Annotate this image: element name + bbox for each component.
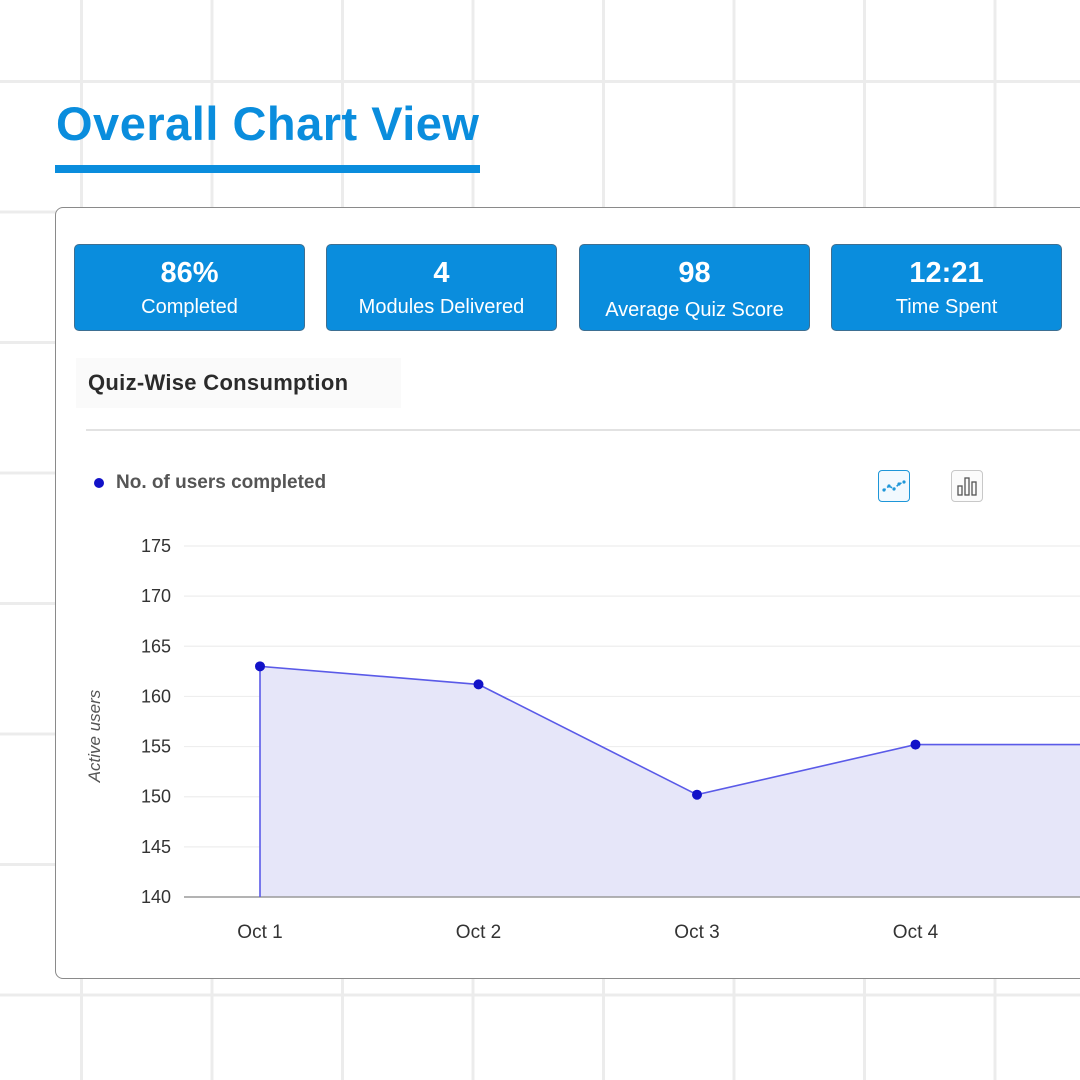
stat-value: 98 [678, 257, 711, 289]
y-tick-label: 145 [141, 837, 171, 857]
dashboard-card: 86% Completed 4 Modules Delivered 98 Ave… [55, 207, 1080, 979]
line-chart-toggle-button[interactable] [878, 470, 910, 502]
y-tick-label: 170 [141, 586, 171, 606]
y-tick-label: 165 [141, 636, 171, 656]
stat-label: Completed [141, 296, 238, 318]
legend-label: No. of users completed [116, 472, 327, 493]
stat-modules-delivered: 4 Modules Delivered [326, 244, 557, 331]
stat-average-quiz-score: 98 Average Quiz Score [579, 244, 810, 331]
data-point [692, 789, 702, 800]
section-divider [86, 429, 1080, 431]
stat-label: Average Quiz Score [605, 299, 784, 321]
bar-chart-toggle-button[interactable] [951, 470, 983, 502]
stat-time-spent: 12:21 Time Spent [831, 244, 1062, 331]
stat-value: 4 [433, 257, 450, 289]
area-chart: 140 145 150 155 160 165 170 175 Oct 1 Oct 2 Oct 3 O… [141, 536, 1080, 943]
stat-value: 12:21 [909, 257, 984, 289]
page-title: Overall Chart View [56, 97, 480, 150]
y-tick-label: 140 [141, 887, 171, 907]
section-title: Quiz-Wise Consumption [88, 370, 349, 395]
stat-completed: 86% Completed [74, 244, 305, 331]
y-tick-label: 150 [141, 787, 171, 807]
data-point [473, 679, 484, 690]
data-point [910, 739, 921, 750]
stat-label: Time Spent [895, 296, 998, 318]
chart-legend[interactable]: No. of users completed [94, 472, 326, 494]
stat-value: 86% [160, 257, 219, 289]
data-point [255, 661, 265, 672]
y-tick-label: 160 [141, 686, 171, 706]
y-tick-label: 175 [141, 536, 171, 556]
x-tick-label: Oct 1 [237, 922, 282, 943]
title-underline [55, 165, 480, 173]
y-tick-label: 155 [141, 737, 171, 757]
x-tick-label: Oct 2 [456, 922, 501, 943]
x-tick-label: Oct 3 [674, 922, 719, 943]
section-title-background [76, 358, 401, 408]
stat-label: Modules Delivered [358, 296, 525, 318]
legend-marker [94, 478, 104, 488]
bar-chart-icon [957, 477, 977, 496]
x-tick-label: Oct 4 [893, 922, 939, 943]
line-chart-icon [882, 480, 906, 492]
series-line [259, 665, 1080, 897]
